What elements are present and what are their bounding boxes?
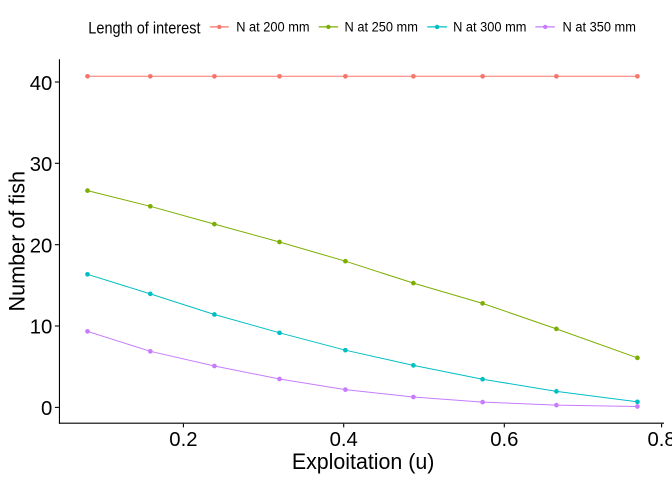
svg-text:N at 250 mm: N at 250 mm: [345, 20, 418, 35]
svg-text:30: 30: [30, 154, 53, 176]
svg-text:10: 10: [30, 317, 53, 339]
svg-text:Exploitation (u): Exploitation (u): [292, 449, 435, 474]
svg-text:0.6: 0.6: [490, 429, 518, 451]
svg-text:40: 40: [30, 73, 53, 95]
svg-text:0.4: 0.4: [330, 429, 358, 451]
svg-text:0.2: 0.2: [169, 429, 197, 451]
svg-text:20: 20: [30, 235, 53, 257]
svg-text:Length of interest: Length of interest: [88, 18, 200, 37]
svg-text:0: 0: [41, 398, 52, 420]
svg-text:Number of fish: Number of fish: [5, 171, 30, 312]
svg-text:N at 300 mm: N at 300 mm: [453, 20, 526, 35]
svg-text:N at 200 mm: N at 200 mm: [236, 20, 309, 35]
svg-text:0.8: 0.8: [647, 429, 672, 451]
svg-text:N at 350 mm: N at 350 mm: [563, 20, 636, 35]
